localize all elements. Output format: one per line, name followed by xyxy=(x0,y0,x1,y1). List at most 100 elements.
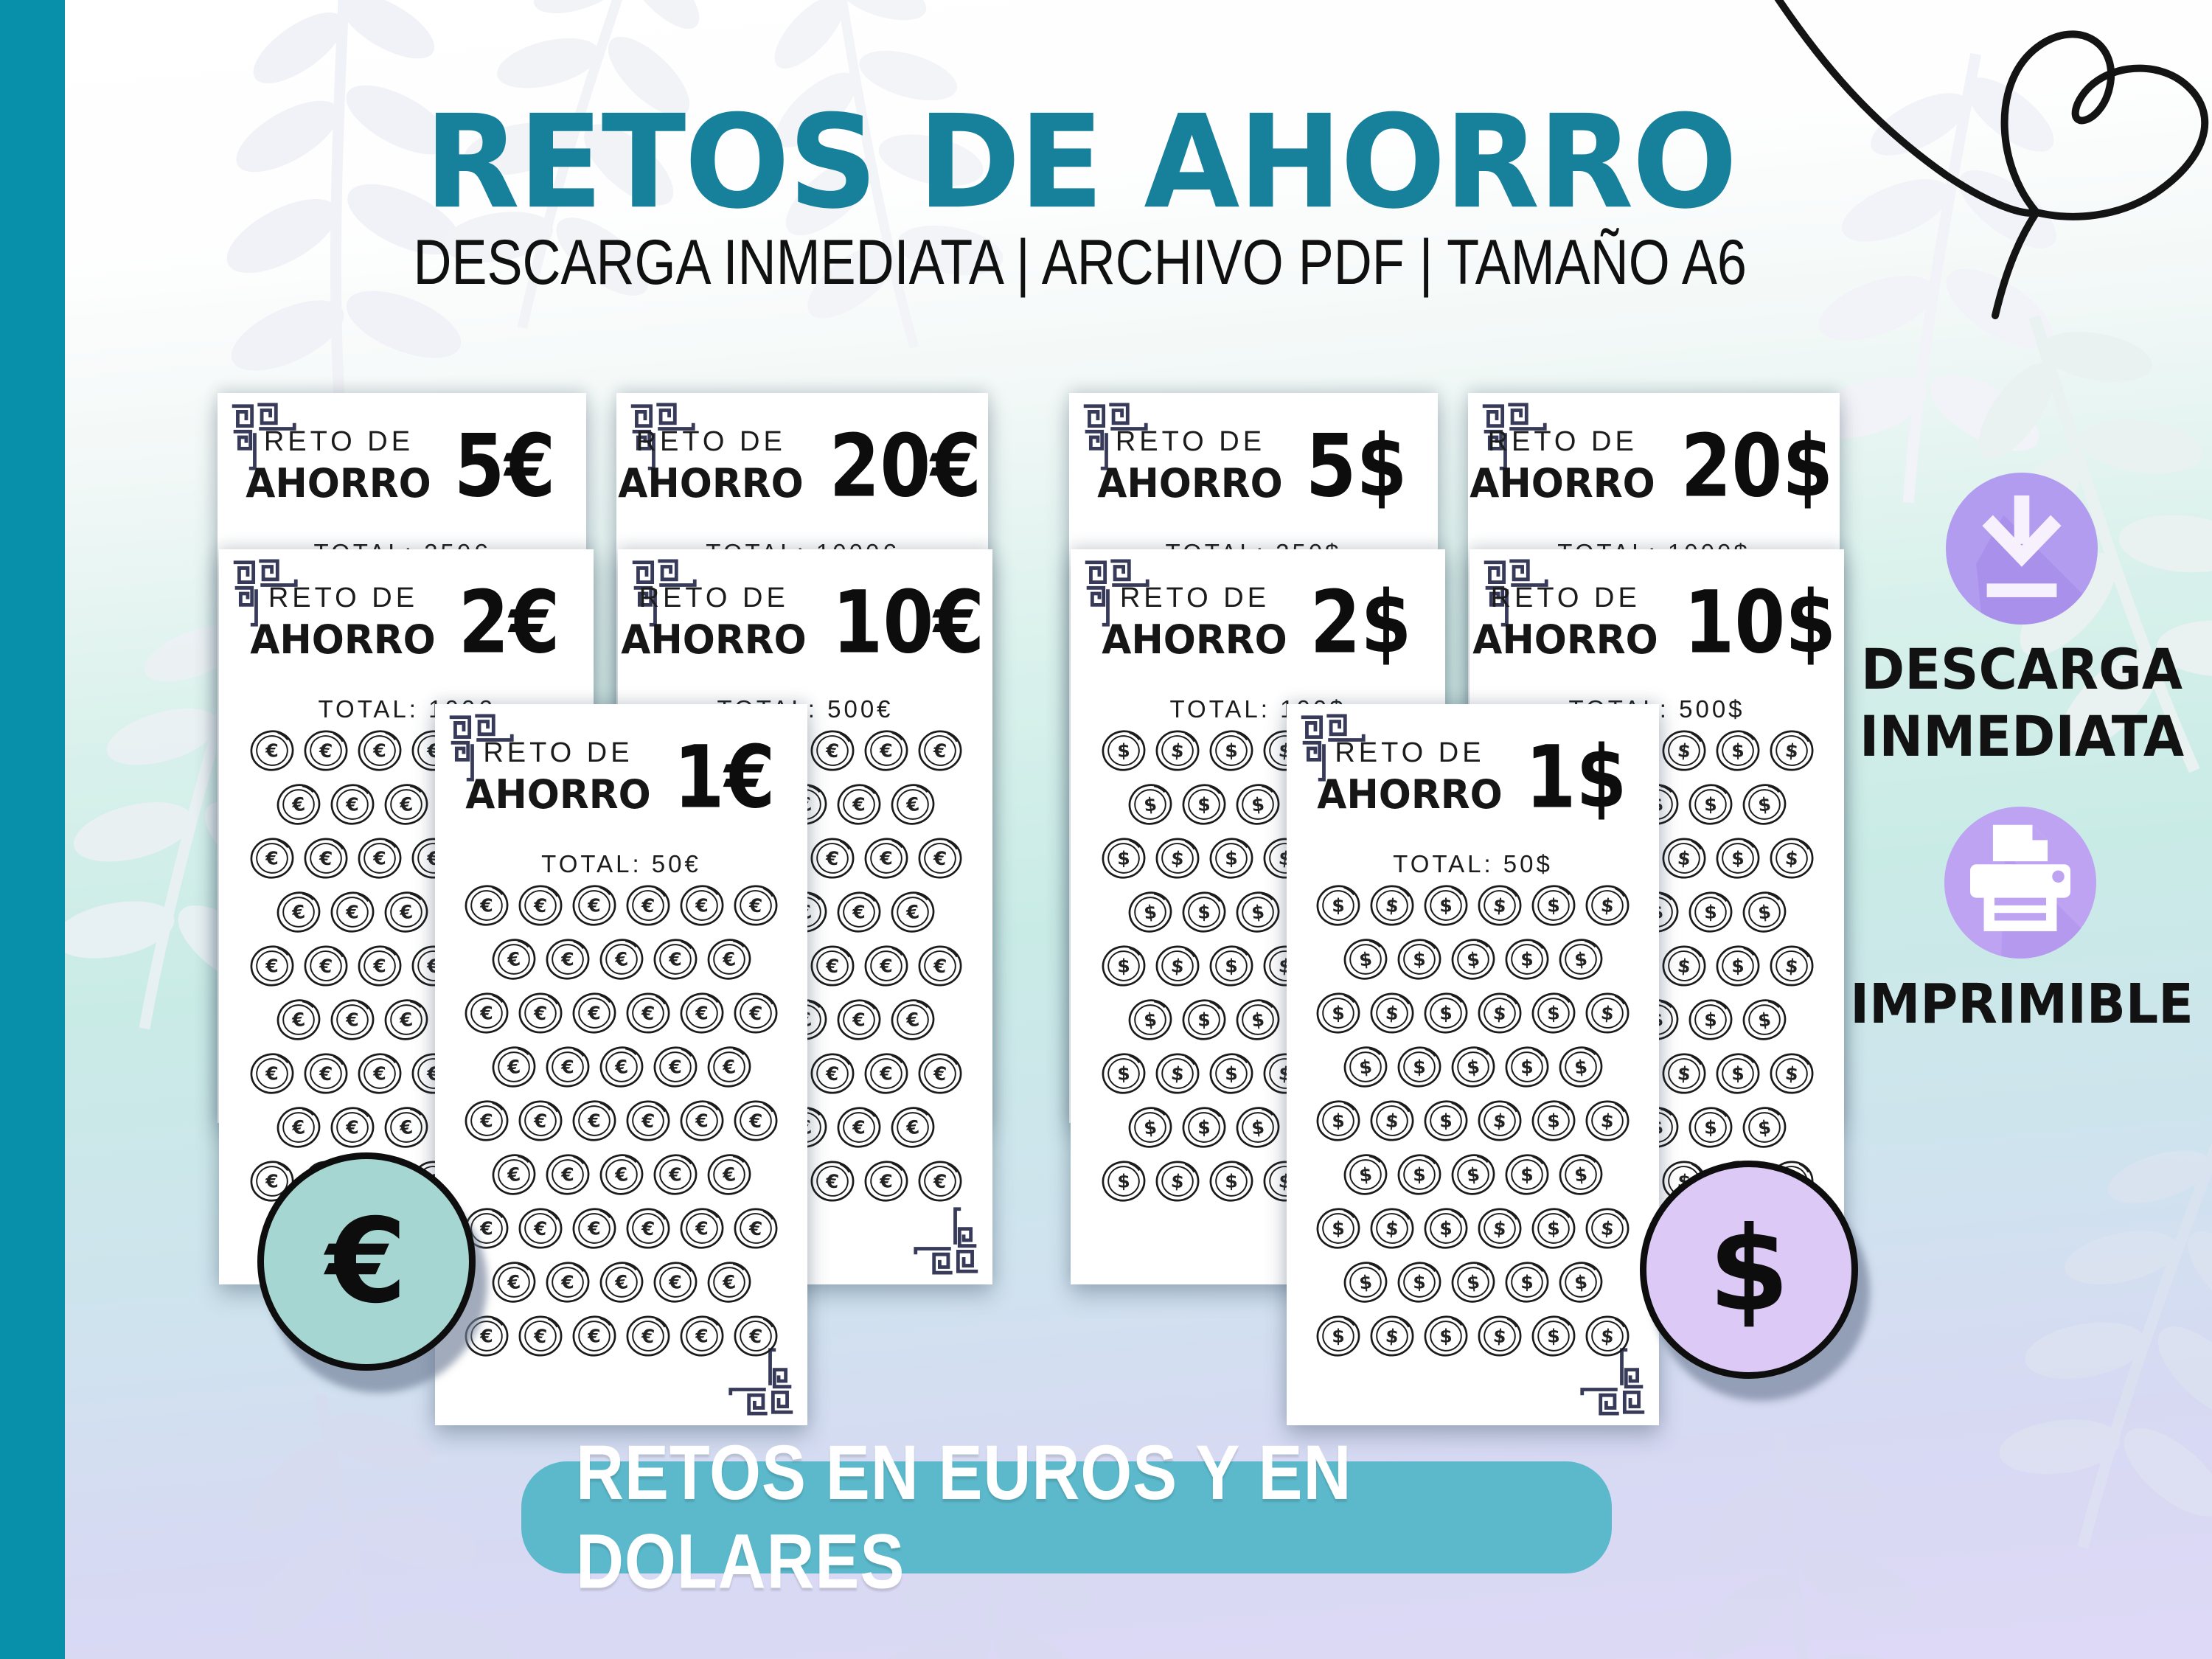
coin-icon: € xyxy=(836,782,882,827)
coin-icon: € xyxy=(488,1042,538,1092)
card-header-line2: AHORRO xyxy=(246,459,432,507)
svg-text:€: € xyxy=(265,740,279,762)
svg-text:$: $ xyxy=(1117,1171,1130,1192)
coin-icon: $ xyxy=(1367,880,1417,931)
coin-row: $ $ $ $ $ xyxy=(1287,1259,1659,1313)
svg-text:€: € xyxy=(532,1110,548,1133)
coin-icon: $ xyxy=(1531,1206,1576,1251)
svg-text:$: $ xyxy=(1385,1002,1399,1025)
svg-text:€: € xyxy=(345,902,359,923)
svg-text:$: $ xyxy=(1225,848,1238,869)
card-header: RETO DE AHORRO 10€ xyxy=(618,580,992,666)
coin-icon: $ xyxy=(1504,1259,1550,1305)
svg-text:€: € xyxy=(587,1218,601,1239)
coin-icon: € xyxy=(274,887,324,937)
coin-icon: € xyxy=(300,833,350,883)
svg-text:€: € xyxy=(613,1056,628,1079)
svg-text:€: € xyxy=(532,1217,548,1240)
svg-text:$: $ xyxy=(1439,1003,1453,1024)
coin-icon: $ xyxy=(1766,833,1816,883)
svg-text:€: € xyxy=(291,793,306,816)
svg-text:€: € xyxy=(479,1326,493,1347)
coin-row: $ $ $ $ $ $ xyxy=(1287,1206,1659,1259)
svg-text:€: € xyxy=(372,956,386,977)
coin-icon: $ xyxy=(1447,934,1498,984)
svg-text:€: € xyxy=(879,848,893,869)
svg-text:$: $ xyxy=(1225,740,1238,762)
svg-text:€: € xyxy=(372,1063,386,1085)
coin-icon: € xyxy=(623,988,673,1038)
coin-icon: $ xyxy=(1658,833,1708,883)
coin-icon: $ xyxy=(1181,889,1227,935)
coin-icon: $ xyxy=(1125,1102,1175,1152)
card-header-line2: AHORRO xyxy=(250,616,437,663)
coin-icon: $ xyxy=(1423,1206,1469,1251)
svg-text:€: € xyxy=(695,1003,709,1024)
svg-text:$: $ xyxy=(1520,1164,1534,1186)
card-total: TOTAL: 50$ xyxy=(1393,850,1553,877)
svg-text:€: € xyxy=(265,956,279,977)
coin-icon: € xyxy=(836,889,882,935)
svg-text:$: $ xyxy=(1704,794,1717,815)
coin-icon: $ xyxy=(1739,887,1790,937)
card-amount: 5$ xyxy=(1306,416,1408,516)
coin-icon: € xyxy=(679,1098,725,1144)
svg-text:€: € xyxy=(560,949,574,970)
coin-icon: $ xyxy=(1315,883,1361,928)
card-header-line2: AHORRO xyxy=(1097,459,1284,507)
svg-text:$: $ xyxy=(1143,793,1158,816)
coin-icon: € xyxy=(571,990,617,1036)
coin-icon: $ xyxy=(1423,990,1469,1036)
card-amount: 2$ xyxy=(1310,572,1412,672)
svg-text:€: € xyxy=(398,793,414,816)
coin-icon: € xyxy=(545,1259,591,1305)
coin-icon: € xyxy=(679,990,725,1036)
coin-row: € € € € € € xyxy=(435,1206,807,1259)
coin-icon: € xyxy=(703,1042,754,1092)
left-accent-bar xyxy=(0,0,65,1659)
svg-text:$: $ xyxy=(1731,956,1745,977)
svg-text:€: € xyxy=(748,894,763,917)
coin-icon: € xyxy=(515,1311,566,1361)
coin-icon: $ xyxy=(1125,995,1175,1045)
card-header-line2: AHORRO xyxy=(1102,616,1288,663)
coin-icon: € xyxy=(571,1098,617,1144)
coin-icon: $ xyxy=(1766,941,1816,991)
coin-icon: € xyxy=(914,726,964,776)
coin-icon: € xyxy=(623,1096,673,1146)
svg-text:€: € xyxy=(824,955,839,978)
coin-icon: $ xyxy=(1688,1105,1733,1150)
svg-text:€: € xyxy=(479,1110,493,1132)
coin-row: $ $ $ $ $ xyxy=(1287,1044,1659,1098)
coin-icon: € xyxy=(914,1156,964,1206)
coin-icon: $ xyxy=(1315,1206,1361,1251)
svg-text:$: $ xyxy=(1573,1164,1587,1186)
svg-text:$: $ xyxy=(1197,794,1211,815)
card-amount: 5€ xyxy=(454,416,556,516)
coin-icon: € xyxy=(731,880,781,931)
coin-icon: $ xyxy=(1739,779,1790,830)
svg-text:€: € xyxy=(852,1009,866,1031)
svg-text:$: $ xyxy=(1117,1063,1130,1085)
coin-icon: $ xyxy=(1181,1105,1227,1150)
currency-badge-dollar: $ xyxy=(1640,1161,1858,1379)
coin-icon: € xyxy=(274,1102,324,1152)
coin-icon: $ xyxy=(1367,1203,1417,1253)
svg-text:€: € xyxy=(931,1170,947,1193)
svg-text:€: € xyxy=(748,1002,763,1025)
card-header: RETO DE AHORRO 1$ xyxy=(1287,734,1659,821)
coin-icon: $ xyxy=(1181,997,1227,1043)
coin-icon: € xyxy=(623,1203,673,1253)
svg-text:$: $ xyxy=(1385,1217,1399,1240)
svg-text:€: € xyxy=(640,1325,655,1348)
svg-text:$: $ xyxy=(1357,1056,1372,1079)
svg-text:€: € xyxy=(695,895,709,917)
svg-text:€: € xyxy=(372,740,386,762)
svg-text:€: € xyxy=(931,955,947,978)
svg-text:€: € xyxy=(505,948,521,971)
card-header-line1: RETO DE xyxy=(1115,425,1266,457)
svg-text:€: € xyxy=(317,1062,333,1085)
coin-icon: $ xyxy=(1315,1098,1361,1144)
svg-text:$: $ xyxy=(1143,1009,1158,1032)
coin-row: € € € € € € xyxy=(435,990,807,1044)
